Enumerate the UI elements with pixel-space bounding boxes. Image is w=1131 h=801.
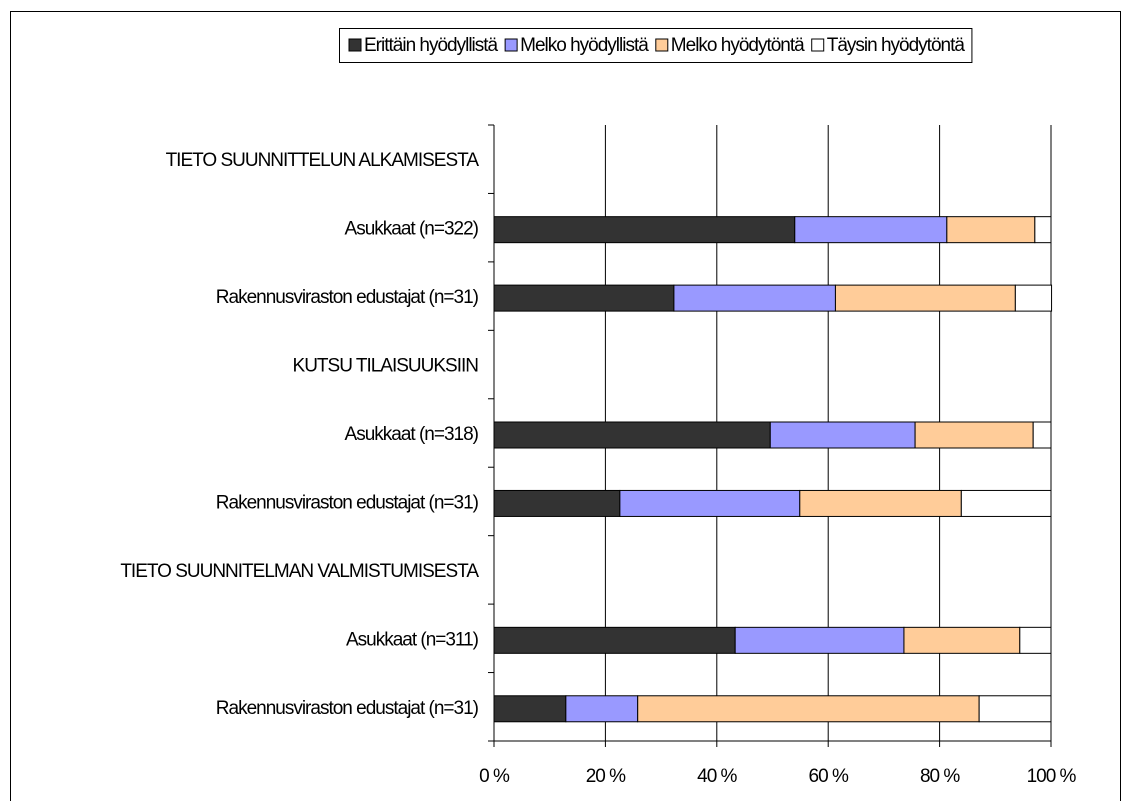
bar-segment [834, 284, 1016, 312]
bar-segment [673, 284, 836, 312]
bar-segment [493, 216, 796, 244]
bar-segment [946, 216, 1036, 244]
bar-segment [903, 626, 1021, 654]
bar-segment [734, 626, 905, 654]
bar-segment [1019, 626, 1052, 654]
legend-swatch [811, 38, 825, 52]
bar-segment [914, 421, 1034, 449]
y-tick-label: Rakennusviraston edustajat (n=31) [216, 492, 479, 513]
bar-segment [493, 284, 675, 312]
legend-label: Melko hyödytöntä [671, 35, 805, 56]
chart-frame [10, 11, 1121, 801]
x-tick-label: 40 % [697, 766, 737, 787]
bar-segment [794, 216, 948, 244]
x-tick-label: 80 % [920, 766, 960, 787]
bar-segment [1034, 216, 1052, 244]
bar-segment [1032, 421, 1052, 449]
y-tick-label: Asukkaat (n=318) [345, 424, 479, 445]
bar-segment [493, 695, 567, 723]
y-tick-label: TIETO SUUNNITELMAN VALMISTUMISESTA [120, 561, 479, 582]
bar-segment [565, 695, 639, 723]
legend-label: Täysin hyödytöntä [827, 35, 966, 56]
legend-label: Melko hyödyllistä [520, 35, 649, 56]
bar-segment [769, 421, 916, 449]
legend-swatch [504, 38, 518, 52]
y-tick-label: Asukkaat (n=322) [345, 219, 479, 240]
legend-swatch [655, 38, 669, 52]
bar-segment [619, 489, 801, 517]
bar-segment [1014, 284, 1053, 312]
y-tick-label: Rakennusviraston edustajat (n=31) [216, 698, 479, 719]
y-tick-label: KUTSU TILAISUUKSIIN [293, 356, 479, 377]
x-tick-label: 0 % [479, 766, 510, 787]
legend-label: Erittäin hyödyllistä [364, 35, 499, 56]
y-tick-label: TIETO SUUNNITTELUN ALKAMISESTA [166, 150, 480, 171]
y-tick-label: Asukkaat (n=311) [346, 629, 479, 650]
bar-segment [978, 695, 1052, 723]
x-tick-label: 20 % [586, 766, 626, 787]
bar-segment [799, 489, 962, 517]
bar-segment [493, 421, 771, 449]
bar-segment [493, 626, 736, 654]
x-tick-label: 100 % [1027, 766, 1077, 787]
bar-segment [960, 489, 1052, 517]
y-tick-label: Rakennusviraston edustajat (n=31) [216, 287, 479, 308]
bar-segment [637, 695, 980, 723]
bar-segment [493, 489, 621, 517]
legend-swatch [348, 38, 362, 52]
x-tick-label: 60 % [809, 766, 849, 787]
